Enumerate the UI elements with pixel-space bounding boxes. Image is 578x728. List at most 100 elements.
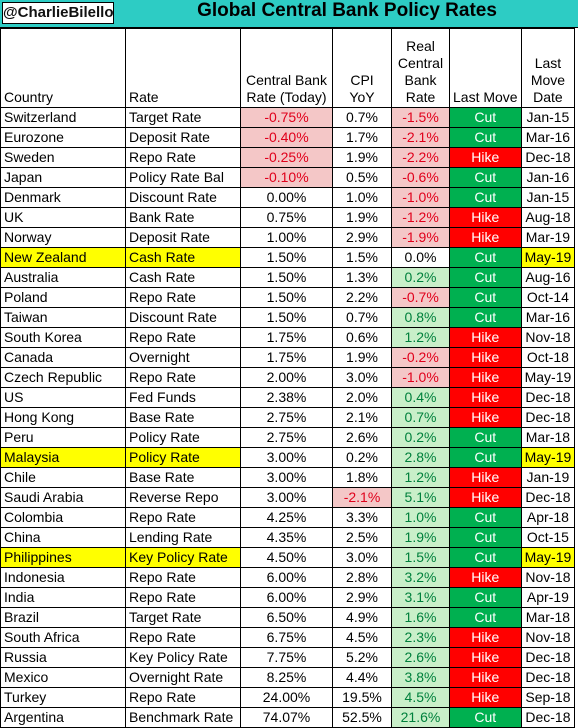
col-header-cpi: CPI YoY xyxy=(332,28,392,108)
table-row: Colombia Repo Rate 4.25% 3.3% 1.0% Cut Apr-18 xyxy=(0,507,576,528)
title-bar: @CharlieBilello Global Central Bank Poli… xyxy=(0,0,578,28)
rate-type-cell: Bank Rate xyxy=(125,207,241,228)
col-header-country: Country xyxy=(0,28,126,108)
table-row: Australia Cash Rate 1.50% 1.3% 0.2% Cut Aug-16 xyxy=(0,267,576,288)
last-move-date-cell: Oct-18 xyxy=(520,347,576,368)
table-row: Philippines Key Policy Rate 4.50% 3.0% 1.5% C… xyxy=(0,547,576,568)
real-rate-cell: 0.8% xyxy=(391,307,450,328)
country-cell: Eurozone xyxy=(0,127,126,148)
cpi-cell: 0.5% xyxy=(332,167,392,188)
table-row: Czech Republic Repo Rate 2.00% 3.0% -1.0% Hik… xyxy=(0,367,576,388)
cb-rate-cell: 1.50% xyxy=(240,307,333,328)
real-rate-cell: 2.8% xyxy=(391,447,450,468)
last-move-date-cell: Mar-16 xyxy=(520,127,576,148)
cb-rate-cell: 24.00% xyxy=(240,687,333,708)
last-move-cell: Hike xyxy=(449,487,522,508)
cb-rate-cell: 2.38% xyxy=(240,387,333,408)
last-move-date-cell: Mar-19 xyxy=(520,227,576,248)
cpi-cell: 0.7% xyxy=(332,107,392,128)
table-row: China Lending Rate 4.35% 2.5% 1.9% Cut Oct-15 xyxy=(0,527,576,548)
col-header-last-move: Last Move xyxy=(449,28,522,108)
cb-rate-cell: 4.25% xyxy=(240,507,333,528)
last-move-cell: Cut xyxy=(449,427,522,448)
table-row: Malaysia Policy Rate 3.00% 0.2% 2.8% Cut May-1… xyxy=(0,447,576,468)
cb-rate-cell: 2.75% xyxy=(240,427,333,448)
table-row: Sweden Repo Rate -0.25% 1.9% -2.2% Hike Dec-18 xyxy=(0,147,576,168)
cpi-cell: 2.6% xyxy=(332,427,392,448)
table-row: Indonesia Repo Rate 6.00% 2.8% 3.2% Hike Nov-1… xyxy=(0,567,576,588)
last-move-date-cell: Apr-18 xyxy=(520,507,576,528)
rate-type-cell: Deposit Rate xyxy=(125,227,241,248)
rate-type-cell: Reverse Repo xyxy=(125,487,241,508)
rate-type-cell: Benchmark Rate xyxy=(125,707,241,728)
rate-type-cell: Discount Rate xyxy=(125,187,241,208)
country-cell: Philippines xyxy=(0,547,126,568)
country-cell: Turkey xyxy=(0,687,126,708)
cb-rate-cell: 6.50% xyxy=(240,607,333,628)
table-body: Switzerland Target Rate -0.75% 0.7% -1.5% Cut… xyxy=(0,107,576,728)
last-move-date-cell: Jan-15 xyxy=(520,107,576,128)
real-rate-cell: -0.2% xyxy=(391,347,450,368)
country-cell: Canada xyxy=(0,347,126,368)
last-move-cell: Hike xyxy=(449,687,522,708)
cb-rate-cell: 3.00% xyxy=(240,467,333,488)
rate-type-cell: Repo Rate xyxy=(125,287,241,308)
real-rate-cell: 0.4% xyxy=(391,387,450,408)
country-cell: New Zealand xyxy=(0,247,126,268)
cpi-cell: 1.0% xyxy=(332,187,392,208)
real-rate-cell: -0.6% xyxy=(391,167,450,188)
cpi-cell: 5.2% xyxy=(332,647,392,668)
rate-type-cell: Fed Funds xyxy=(125,387,241,408)
last-move-date-cell: Mar-16 xyxy=(520,307,576,328)
table-row: South Africa Repo Rate 6.75% 4.5% 2.3% Hike No… xyxy=(0,627,576,648)
last-move-cell: Hike xyxy=(449,627,522,648)
table-row: Canada Overnight 1.75% 1.9% -0.2% Hike Oct-18 xyxy=(0,347,576,368)
cpi-cell: 0.6% xyxy=(332,327,392,348)
cpi-cell: 0.7% xyxy=(332,307,392,328)
header-row: Country Rate Central Bank Rate (Today) C… xyxy=(0,28,576,108)
real-rate-cell: 1.9% xyxy=(391,527,450,548)
last-move-cell: Cut xyxy=(449,607,522,628)
real-rate-cell: -0.7% xyxy=(391,287,450,308)
rate-type-cell: Cash Rate xyxy=(125,247,241,268)
cpi-cell: 4.5% xyxy=(332,627,392,648)
country-cell: Australia xyxy=(0,267,126,288)
rate-type-cell: Repo Rate xyxy=(125,507,241,528)
cb-rate-cell: 0.00% xyxy=(240,187,333,208)
last-move-date-cell: Aug-18 xyxy=(520,207,576,228)
cpi-cell: 3.0% xyxy=(332,367,392,388)
cb-rate-cell: 6.00% xyxy=(240,587,333,608)
last-move-cell: Cut xyxy=(449,447,522,468)
real-rate-cell: 1.2% xyxy=(391,467,450,488)
last-move-date-cell: Sep-18 xyxy=(520,687,576,708)
real-rate-cell: 2.3% xyxy=(391,627,450,648)
country-cell: Japan xyxy=(0,167,126,188)
real-rate-cell: -1.5% xyxy=(391,107,450,128)
rate-type-cell: Key Policy Rate xyxy=(125,547,241,568)
rate-type-cell: Target Rate xyxy=(125,607,241,628)
rate-type-cell: Repo Rate xyxy=(125,327,241,348)
table-row: Norway Deposit Rate 1.00% 2.9% -1.9% Hike Mar-… xyxy=(0,227,576,248)
last-move-date-cell: May-19 xyxy=(520,247,576,268)
last-move-date-cell: Dec-18 xyxy=(520,647,576,668)
table-row: US Fed Funds 2.38% 2.0% 0.4% Hike Dec-18 xyxy=(0,387,576,408)
table-row: Switzerland Target Rate -0.75% 0.7% -1.5% Cut… xyxy=(0,107,576,128)
table-row: India Repo Rate 6.00% 2.9% 3.1% Cut Apr-19 xyxy=(0,587,576,608)
cpi-cell: 2.5% xyxy=(332,527,392,548)
cpi-cell: -2.1% xyxy=(332,487,392,508)
real-rate-cell: -1.0% xyxy=(391,187,450,208)
rates-table: Country Rate Central Bank Rate (Today) C… xyxy=(0,28,576,728)
cb-rate-cell: 4.50% xyxy=(240,547,333,568)
country-cell: Malaysia xyxy=(0,447,126,468)
cb-rate-cell: 1.00% xyxy=(240,227,333,248)
last-move-cell: Cut xyxy=(449,587,522,608)
country-cell: US xyxy=(0,387,126,408)
table-row: South Korea Repo Rate 1.75% 0.6% 1.2% Hike Nov… xyxy=(0,327,576,348)
table-row: Mexico Overnight Rate 8.25% 4.4% 3.8% Hike Dec… xyxy=(0,667,576,688)
rate-type-cell: Target Rate xyxy=(125,107,241,128)
country-cell: India xyxy=(0,587,126,608)
rate-type-cell: Repo Rate xyxy=(125,567,241,588)
last-move-cell: Hike xyxy=(449,207,522,228)
last-move-date-cell: May-19 xyxy=(520,547,576,568)
